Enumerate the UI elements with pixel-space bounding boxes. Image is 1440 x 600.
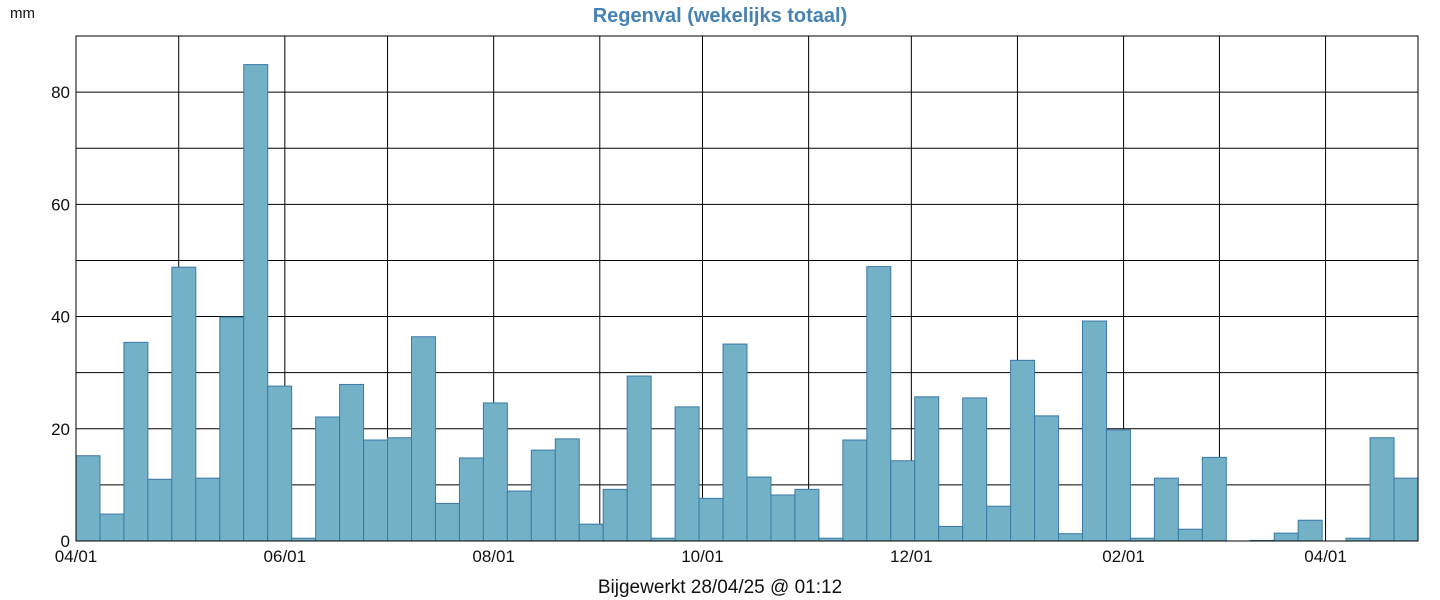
updated-timestamp: Bijgewerkt 28/04/25 @ 01:12 bbox=[598, 577, 842, 598]
rain-bar bbox=[123, 341, 149, 542]
rain-bar bbox=[243, 64, 269, 542]
rain-bar bbox=[1201, 456, 1227, 542]
rain-bar bbox=[938, 525, 964, 542]
rain-bar bbox=[99, 513, 125, 542]
rain-bar bbox=[962, 397, 988, 542]
y-axis-unit-label: mm bbox=[10, 5, 35, 22]
rain-bar bbox=[482, 402, 508, 542]
rain-bar bbox=[1058, 533, 1084, 542]
rain-bar bbox=[770, 494, 796, 542]
rain-bar bbox=[387, 437, 412, 542]
rain-bar bbox=[890, 460, 916, 542]
plot-area-border bbox=[75, 35, 1419, 542]
rain-bar bbox=[1369, 437, 1395, 542]
grid-lines bbox=[76, 36, 1418, 541]
rain-bar bbox=[842, 439, 868, 542]
rain-bar bbox=[530, 449, 556, 542]
rain-bar bbox=[746, 476, 772, 542]
rain-bar bbox=[1034, 415, 1060, 542]
rain-bar bbox=[674, 406, 700, 542]
y-tick-label: 60 bbox=[51, 195, 70, 214]
y-tick-label: 40 bbox=[51, 308, 70, 327]
rain-bar bbox=[506, 490, 532, 542]
rain-bar bbox=[1393, 477, 1419, 542]
rain-bar bbox=[75, 455, 101, 542]
x-tick-label: 06/01 bbox=[264, 547, 307, 566]
bars-group bbox=[75, 64, 1419, 542]
x-tick-label: 10/01 bbox=[681, 547, 724, 566]
rain-bar bbox=[722, 343, 748, 542]
rain-bar bbox=[698, 497, 724, 542]
rain-bar bbox=[339, 383, 365, 542]
rain-bar bbox=[1010, 359, 1036, 542]
rain-bar bbox=[267, 385, 293, 542]
y-tick-label: 80 bbox=[51, 83, 70, 102]
x-tick-label: 12/01 bbox=[890, 547, 933, 566]
rain-bar bbox=[1273, 532, 1299, 542]
x-tick-label: 08/01 bbox=[472, 547, 515, 566]
rain-bar bbox=[434, 502, 460, 542]
rain-bar bbox=[794, 488, 820, 542]
rain-bar bbox=[363, 439, 389, 542]
rain-bar bbox=[1082, 320, 1107, 542]
rain-bar bbox=[986, 505, 1012, 542]
y-tick-label: 20 bbox=[51, 420, 70, 439]
x-tick-labels: 04/01 06/01 08/01 10/01 12/01 02/01 04/01 bbox=[55, 547, 1347, 566]
x-tick-label: 04/01 bbox=[1304, 547, 1347, 566]
x-tick-label: 04/01 bbox=[55, 547, 98, 566]
rain-bar bbox=[602, 488, 628, 542]
rain-bar bbox=[866, 266, 892, 542]
rain-bar bbox=[411, 336, 436, 542]
rain-bar bbox=[171, 266, 197, 542]
rain-bar bbox=[147, 478, 173, 542]
rain-bar bbox=[626, 375, 652, 542]
y-tick-label: 0 bbox=[61, 532, 70, 551]
rain-bar bbox=[315, 416, 341, 542]
rain-bar bbox=[1105, 429, 1131, 542]
rain-bar bbox=[1297, 519, 1323, 542]
rain-bar bbox=[554, 438, 580, 542]
rain-bar bbox=[578, 523, 604, 542]
y-tick-labels: 0 20 40 60 80 bbox=[51, 83, 70, 551]
rain-bar bbox=[1153, 477, 1179, 542]
x-tick-label: 02/01 bbox=[1102, 547, 1145, 566]
rain-bar bbox=[1177, 528, 1203, 542]
rain-bar bbox=[195, 477, 221, 542]
rain-bar bbox=[458, 457, 484, 542]
rain-bar bbox=[914, 396, 940, 542]
chart-title: Regenval (wekelijks totaal) bbox=[593, 5, 848, 27]
rain-bar bbox=[219, 316, 245, 542]
